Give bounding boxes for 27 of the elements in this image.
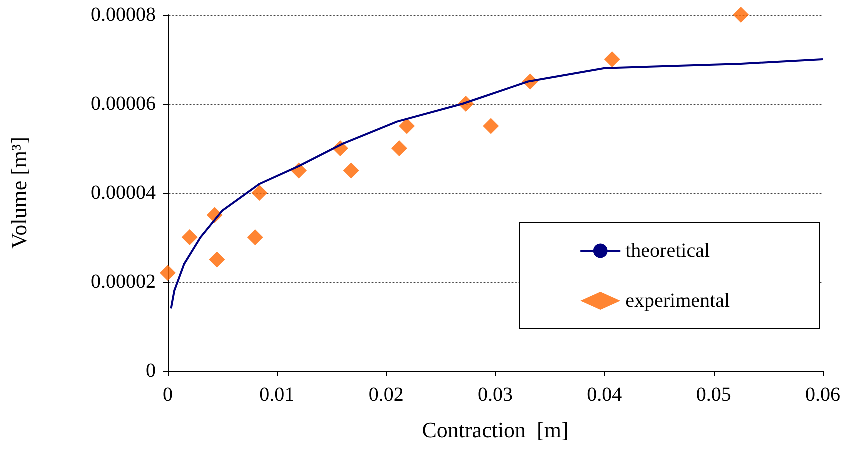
y-tick-label: 0.00008 [91,4,156,26]
point [483,118,500,134]
point [252,185,268,201]
y-tick-label: 0.00006 [91,93,156,115]
legend-label: experimental [626,290,730,312]
y-tick-label: 0.00002 [91,271,156,293]
legend-label: theoretical [626,240,710,262]
point [604,52,620,68]
x-tick-label: 0.05 [696,384,732,406]
y-tick-label: 0.00004 [91,182,156,204]
point [182,230,198,246]
x-tick-label: 0.04 [587,384,622,406]
x-axis-title: Contraction [m] [422,418,569,442]
point [733,7,750,23]
x-tick-label: 0.06 [806,384,840,406]
point [391,140,408,156]
point [247,230,264,246]
y-axis-title: Volume [m³] [6,137,32,249]
x-tick-label: 0.01 [260,384,295,406]
x-tick-label: 0.02 [368,384,404,406]
x-tick-label: 0.03 [478,384,513,406]
y-tick-label: 0 [146,360,156,382]
point [343,162,360,179]
point [209,252,226,268]
x-tick-label: 0 [163,384,173,406]
point [399,118,416,134]
point [160,265,176,282]
